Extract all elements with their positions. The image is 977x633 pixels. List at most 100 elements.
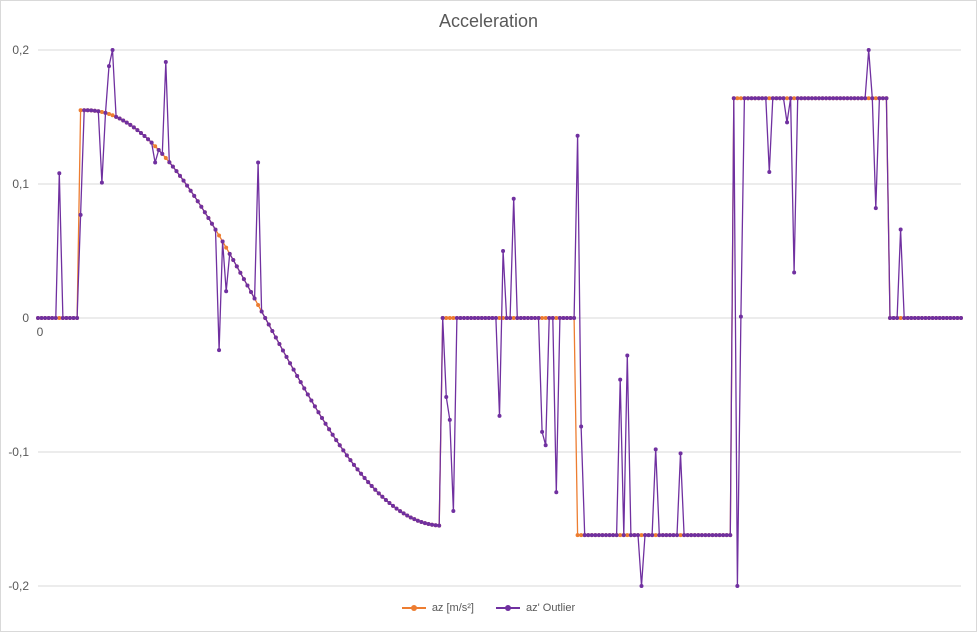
series-az-outlier-point <box>490 316 495 320</box>
series-az-outlier-point <box>628 533 633 538</box>
series-az-outlier-point <box>224 289 229 294</box>
series-az-outlier-point <box>369 484 374 489</box>
series-az-outlier-point <box>554 490 559 495</box>
y-tick-label: 0 <box>22 311 29 325</box>
series-az-outlier-point <box>252 296 257 301</box>
series-az-point <box>873 96 878 101</box>
series-az-outlier-point <box>863 96 868 101</box>
series-az-outlier-point <box>160 151 165 156</box>
series-az-outlier-point <box>280 348 285 353</box>
series-az-outlier-point <box>202 210 207 215</box>
series-az-outlier-point <box>334 438 339 443</box>
series-az-outlier-point <box>905 316 910 320</box>
series-az-outlier-point <box>167 160 172 165</box>
series-az-outlier-point <box>373 487 378 492</box>
series-az-point <box>898 316 903 320</box>
series-az-point <box>866 96 871 101</box>
series-az-outlier-point <box>195 199 200 204</box>
series-az-outlier-point <box>667 533 672 538</box>
series-az-outlier-point <box>643 533 648 538</box>
series-az-outlier-point <box>788 96 793 101</box>
y-tick-label: 0,2 <box>12 43 29 57</box>
series-az-outlier-point <box>209 221 214 226</box>
series-az-outlier-point <box>284 354 289 359</box>
series-az-outlier-point <box>671 533 676 538</box>
series-az-outlier-point <box>703 533 708 538</box>
series-az-outlier-point <box>479 316 484 320</box>
series-az-outlier-point <box>117 116 122 121</box>
series-az-outlier-point <box>309 398 314 403</box>
series-az-outlier-point <box>142 133 147 138</box>
series-az-outlier-point <box>785 120 790 125</box>
series-az-outlier-point <box>596 533 601 538</box>
series-az-outlier-point <box>458 316 463 320</box>
chart-title: Acceleration <box>438 11 539 31</box>
series-az-outlier-point <box>799 96 804 101</box>
series-az-point <box>738 96 743 101</box>
x-tick-label: 0 <box>37 325 44 339</box>
series-az-outlier-point <box>121 118 126 123</box>
series-az-outlier-point <box>923 316 928 320</box>
series-az-point <box>639 533 644 538</box>
series-az-outlier-point <box>891 316 896 320</box>
series-az-outlier-point <box>408 515 413 520</box>
series-az-outlier-point <box>170 164 175 169</box>
legend-swatch-az-outlier <box>495 603 520 613</box>
series-az-outlier-point <box>746 96 750 101</box>
series-az-outlier-point <box>653 447 658 452</box>
series-az-outlier-point <box>919 316 924 320</box>
y-tick-label: -0,1 <box>8 445 29 459</box>
series-az-outlier-point <box>838 96 843 101</box>
series-az-outlier-point <box>305 392 310 397</box>
series-az-outlier-point <box>930 316 935 320</box>
series-az-outlier-point <box>320 416 324 421</box>
series-az-outlier-point <box>714 533 719 538</box>
series-az-outlier-point <box>742 96 747 101</box>
series-az-outlier-point <box>71 316 76 320</box>
series-az-outlier-point <box>64 316 69 320</box>
series-az-point <box>511 316 516 320</box>
legend-item-az: az [m/s²] <box>401 602 474 614</box>
series-az-outlier-point <box>547 316 552 320</box>
series-az-outlier-point <box>561 316 566 320</box>
series-az-outlier-point <box>614 533 619 538</box>
series-az-outlier-point <box>135 128 140 133</box>
series-az-outlier-point <box>564 316 569 320</box>
series-az-point <box>575 533 580 538</box>
series-az-outlier-point <box>92 108 97 113</box>
series-az-outlier-point <box>174 169 179 174</box>
series-az-point <box>110 113 115 118</box>
series-az-outlier-point <box>288 361 293 366</box>
series-az-outlier-point <box>859 96 864 101</box>
series-az-outlier-point <box>359 471 364 476</box>
series-az-outlier-point <box>163 60 168 65</box>
series-az-outlier-point <box>735 584 740 588</box>
series-az-outlier-point <box>82 108 87 113</box>
series-az-outlier-point <box>827 96 832 101</box>
series-az-outlier-point <box>706 533 711 538</box>
y-tick-label: 0,1 <box>12 177 29 191</box>
series-az-outlier-point <box>834 96 839 101</box>
series-az-outlier-point <box>508 316 513 320</box>
series-az-outlier-point <box>426 522 431 527</box>
series-az-outlier-point <box>330 432 335 437</box>
series-az-outlier-point <box>820 96 825 101</box>
series-az-outlier-point <box>533 316 537 320</box>
series-az-outlier-point <box>756 96 761 101</box>
series-az-outlier-point <box>412 517 417 522</box>
series-az-outlier-point <box>419 520 424 525</box>
series-az-outlier-point <box>951 316 956 320</box>
series-az-point <box>785 96 790 101</box>
series-az-outlier-point <box>234 264 239 269</box>
series-az-point <box>444 316 449 320</box>
series-az-outlier-point <box>415 518 420 523</box>
series-az-outlier-point <box>277 342 282 347</box>
series-az-outlier-point <box>682 533 687 538</box>
series-az-outlier-point <box>43 316 48 320</box>
legend-item-az-outlier: az' Outlier <box>495 602 575 614</box>
series-az-outlier-point <box>721 533 726 538</box>
series-az-outlier-point <box>841 96 846 101</box>
series-az-outlier-point <box>50 316 55 320</box>
series-az-outlier-point <box>621 533 626 538</box>
series-az-outlier-point <box>678 451 683 456</box>
